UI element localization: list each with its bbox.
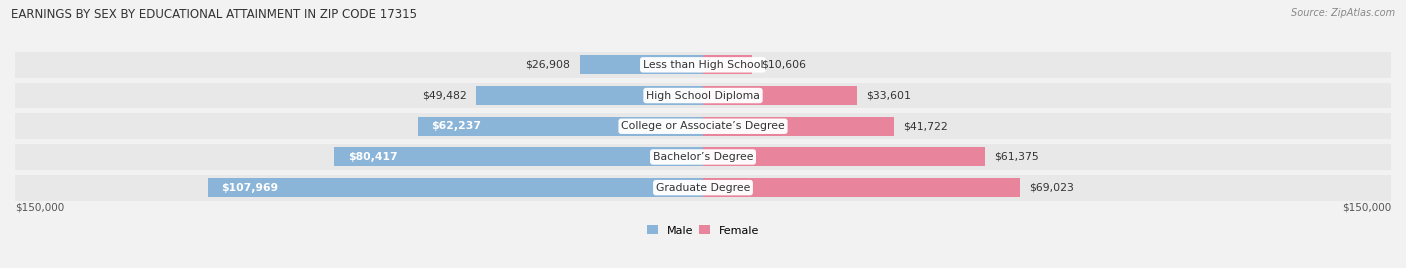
Bar <box>15 81 1391 83</box>
Bar <box>703 178 1019 197</box>
Text: $61,375: $61,375 <box>994 152 1039 162</box>
Bar <box>15 83 1391 109</box>
Text: High School Diploma: High School Diploma <box>647 91 759 100</box>
Text: Bachelor’s Degree: Bachelor’s Degree <box>652 152 754 162</box>
Bar <box>15 50 1391 52</box>
Text: $33,601: $33,601 <box>866 91 911 100</box>
Text: $26,908: $26,908 <box>526 60 571 70</box>
Text: Less than High School: Less than High School <box>643 60 763 70</box>
Text: $69,023: $69,023 <box>1029 183 1074 193</box>
Bar <box>15 142 1391 144</box>
Bar <box>703 117 894 136</box>
Text: $150,000: $150,000 <box>15 203 65 213</box>
Text: $150,000: $150,000 <box>1341 203 1391 213</box>
Bar <box>15 173 1391 175</box>
Bar <box>703 147 984 166</box>
Text: College or Associate’s Degree: College or Associate’s Degree <box>621 121 785 131</box>
Bar <box>15 52 1391 78</box>
Text: $41,722: $41,722 <box>904 121 948 131</box>
Bar <box>477 86 703 105</box>
Bar <box>703 55 752 74</box>
Bar <box>208 178 703 197</box>
Legend: Male, Female: Male, Female <box>647 225 759 236</box>
Text: Graduate Degree: Graduate Degree <box>655 183 751 193</box>
Text: $62,237: $62,237 <box>432 121 481 131</box>
Bar <box>15 144 1391 170</box>
Bar <box>703 86 858 105</box>
Text: $49,482: $49,482 <box>422 91 467 100</box>
Text: $80,417: $80,417 <box>347 152 398 162</box>
Text: $10,606: $10,606 <box>761 60 806 70</box>
Bar <box>418 117 703 136</box>
Text: $107,969: $107,969 <box>222 183 278 193</box>
Bar <box>15 111 1391 113</box>
Bar <box>15 113 1391 139</box>
Text: Source: ZipAtlas.com: Source: ZipAtlas.com <box>1291 8 1395 18</box>
Bar <box>579 55 703 74</box>
Text: EARNINGS BY SEX BY EDUCATIONAL ATTAINMENT IN ZIP CODE 17315: EARNINGS BY SEX BY EDUCATIONAL ATTAINMEN… <box>11 8 418 21</box>
Bar <box>335 147 703 166</box>
Bar <box>15 175 1391 200</box>
